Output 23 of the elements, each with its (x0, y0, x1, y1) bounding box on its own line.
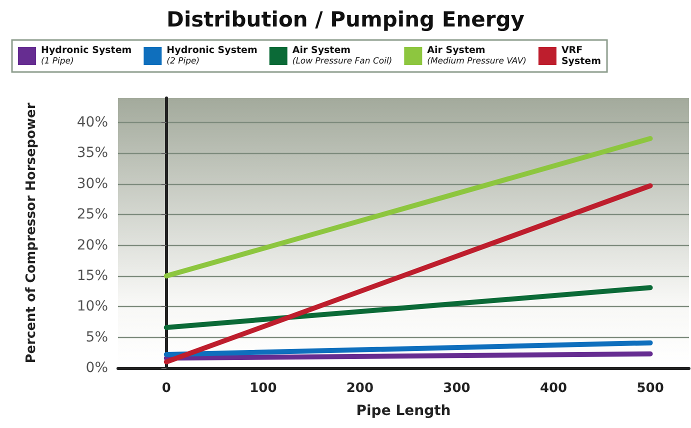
y-tick-label: 40% (76, 114, 108, 131)
y-tick-label: 20% (76, 237, 108, 254)
chart-title: Distribution / Pumping Energy (166, 8, 525, 32)
y-tick-label: 5% (86, 329, 108, 346)
legend-label: Air System (Low Pressure Fan Coil) (292, 45, 392, 66)
y-tick-label: 25% (76, 206, 108, 223)
legend-label: VRF System (561, 45, 602, 67)
x-tick-label: 0 (162, 381, 171, 396)
x-tick-label: 300 (443, 381, 470, 396)
legend-label: Hydronic System (1 Pipe) (41, 45, 132, 66)
y-tick-label: 15% (76, 268, 108, 284)
x-tick-label: 500 (636, 381, 664, 396)
x-tick-label: 100 (250, 381, 277, 396)
y-tick-label: 30% (76, 176, 108, 192)
legend-label: Air System (Medium Pressure VAV) (427, 45, 526, 66)
y-tick-label: 10% (76, 298, 108, 315)
y-tick-label: 0% (86, 360, 108, 376)
y-axis-title: Percent of Compressor Horsepower (24, 102, 39, 364)
y-tick-label: 35% (76, 145, 108, 162)
x-tick-label: 400 (540, 381, 568, 396)
legend-label: Hydronic System (2 Pipe) (166, 45, 258, 66)
x-axis-title: Pipe Length (356, 403, 451, 419)
x-tick-label: 200 (346, 381, 374, 396)
